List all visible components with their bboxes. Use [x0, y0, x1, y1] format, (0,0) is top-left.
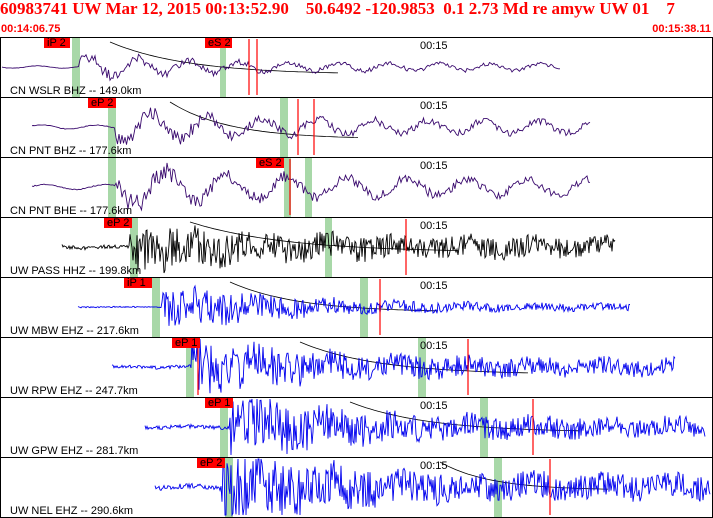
phase-marker: [305, 158, 312, 217]
panel-4[interactable]: eP 2 00:15 UW PASS HHZ -- 199.8km: [0, 217, 713, 278]
pick-label[interactable]: eP 1: [175, 337, 197, 349]
seismogram-trace: [1, 53, 560, 82]
phase-marker: [494, 458, 502, 517]
seismogram-trace: [154, 458, 711, 517]
seismogram-trace: [111, 338, 676, 394]
seismogram-trace: [31, 162, 591, 212]
pick-box[interactable]: [197, 458, 225, 468]
phase-marker: [280, 98, 288, 157]
panel-2[interactable]: eP 2 00:15 CN PNT BHZ -- 177.6km: [0, 97, 713, 158]
time-tick-label: 00:15: [420, 400, 448, 412]
panel-7[interactable]: eP 1 00:15 UW GPW EHZ -- 281.7km: [0, 397, 713, 458]
seismogram-trace: [31, 107, 591, 145]
panel-5[interactable]: iP 1 00:15 UW MBW EHZ -- 217.6km: [0, 277, 713, 338]
station-label: CN WSLR BHZ -- 149.0km: [10, 85, 141, 97]
panel-6[interactable]: eP 1 00:15 UW RPW EHZ -- 247.7km: [0, 337, 713, 398]
panel-3[interactable]: eS 2 00:15 CN PNT BHE -- 177.6km: [0, 157, 713, 218]
phase-marker: [220, 38, 226, 97]
phase-marker: [220, 398, 228, 457]
seismogram-trace: [61, 225, 616, 274]
pick-label[interactable]: eP 1: [208, 397, 230, 409]
travel-time-curve: [229, 281, 439, 312]
phase-marker: [108, 158, 116, 217]
phase-marker: [186, 338, 194, 397]
time-tick-label: 00:15: [420, 280, 448, 292]
pick-box[interactable]: [88, 98, 116, 108]
pick-box[interactable]: [44, 38, 70, 48]
pick-box[interactable]: [172, 338, 200, 348]
start-time: 00:14:06.75: [1, 23, 61, 35]
pick-box[interactable]: [104, 218, 132, 228]
phase-marker: [325, 218, 332, 277]
time-tick-label: 00:15: [420, 340, 448, 352]
panel-1[interactable]: iP 2 eS 2 00:15 CN WSLR BHZ -- 149.0km: [0, 37, 713, 98]
time-tick-label: 00:15: [420, 100, 448, 112]
seismogram-trace: [77, 284, 630, 326]
pick-box[interactable]: [205, 38, 232, 48]
time-tick-label: 00:15: [420, 160, 448, 172]
pick-box[interactable]: [124, 278, 152, 288]
pick-label[interactable]: eS 2: [259, 157, 282, 169]
panel-8[interactable]: eP 2 00:15 UW NEL EHZ -- 290.6km: [0, 457, 713, 518]
pick-label[interactable]: eP 2: [91, 97, 113, 109]
pick-box[interactable]: [205, 398, 233, 408]
pick-label[interactable]: eP 2: [200, 457, 222, 469]
time-tick-label: 00:15: [420, 220, 448, 232]
end-time: 00:15:38.11: [652, 23, 711, 35]
pick-label[interactable]: eP 2: [107, 217, 129, 229]
pick-box[interactable]: [256, 158, 284, 168]
travel-time-curve: [169, 101, 359, 138]
station-label: CN PNT BHZ -- 177.6km: [10, 145, 131, 157]
seismogram-trace: [144, 398, 706, 456]
pick-label[interactable]: iP 1: [127, 277, 146, 289]
event-title: 60983741 UW Mar 12, 2015 00:13:52.90 50.…: [0, 0, 675, 18]
time-tick-label: 00:15: [420, 460, 448, 472]
station-label: UW NEL EHZ -- 290.6km: [10, 505, 133, 517]
station-label: UW GPW EHZ -- 281.7km: [10, 445, 138, 457]
station-label: UW RPW EHZ -- 247.7km: [10, 385, 138, 397]
station-label: CN PNT BHE -- 177.6km: [10, 205, 132, 217]
station-label: UW PASS HHZ -- 199.8km: [10, 265, 141, 277]
phase-marker: [72, 38, 80, 97]
phase-marker: [284, 158, 291, 217]
event-header: 60983741 UW Mar 12, 2015 00:13:52.90 50.…: [0, 0, 713, 38]
pick-label[interactable]: eS 2: [208, 37, 231, 49]
time-tick-label: 00:15: [420, 40, 448, 52]
phase-marker: [480, 398, 488, 457]
pick-label[interactable]: iP 2: [47, 37, 66, 49]
station-label: UW MBW EHZ -- 217.6km: [10, 325, 139, 337]
travel-time-curve: [299, 341, 529, 374]
phase-marker: [152, 278, 160, 337]
